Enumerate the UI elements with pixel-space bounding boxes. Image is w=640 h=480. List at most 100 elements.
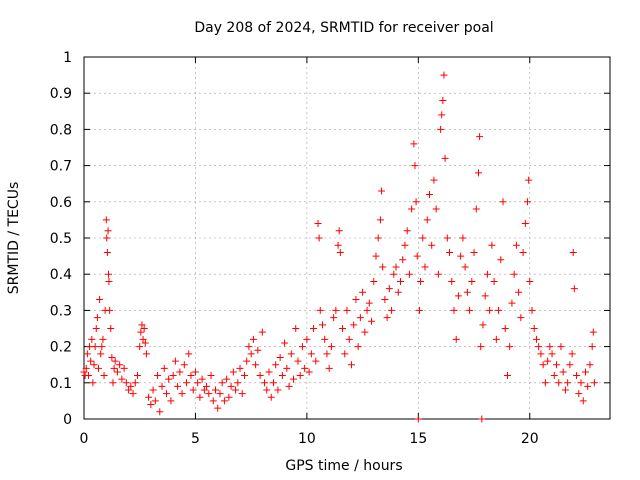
data-point [332,306,340,314]
data-point [401,241,409,249]
data-point [103,248,111,256]
data-point [345,335,353,343]
data-point [539,361,547,369]
data-point [287,350,295,358]
data-point [216,390,224,398]
data-point [434,270,442,278]
data-point [80,368,88,376]
data-point [290,375,298,383]
data-point [129,390,137,398]
x-tick-label: 0 [80,431,89,447]
data-point [581,368,589,376]
data-point [383,314,391,322]
data-point [272,361,280,369]
data-point [450,306,458,314]
y-tick-label: 0.9 [50,86,72,102]
data-point [104,227,112,235]
data-point [234,379,242,387]
y-tick-label: 0.7 [50,159,72,175]
data-point [176,368,184,376]
data-point [263,386,271,394]
data-point [238,390,246,398]
data-point [183,379,191,387]
data-point [285,382,293,390]
data-point [105,270,113,278]
data-point [258,328,266,336]
data-point [457,252,465,260]
grid [84,57,610,419]
data-point [281,339,289,347]
data-point [160,364,168,372]
y-tick-label: 0.8 [50,122,72,138]
data-point [586,361,594,369]
data-point [584,382,592,390]
data-point [466,306,474,314]
data-point [463,288,471,296]
data-point [165,375,173,383]
data-point [425,191,433,199]
data-point [589,328,597,336]
data-point [385,285,393,293]
data-point [102,216,110,224]
y-tick-label: 0.1 [50,376,72,392]
data-point [499,198,507,206]
data-point [323,350,331,358]
data-point [315,234,323,242]
data-point [249,335,257,343]
data-point [470,248,478,256]
data-point [194,379,202,387]
data-point [137,328,145,336]
data-point [419,234,427,242]
data-point [390,270,398,278]
data-point [408,205,416,213]
data-point [125,386,133,394]
data-point [570,285,578,293]
data-point [120,364,128,372]
data-point [98,343,106,351]
x-axis-label: GPS time / hours [285,458,402,474]
data-point [564,379,572,387]
data-point [579,397,587,405]
data-point [508,299,516,307]
data-point [356,314,364,322]
data-point [167,397,175,405]
data-point [590,379,598,387]
y-tick-label: 0.2 [50,340,72,356]
data-point [343,306,351,314]
y-tick-label: 0.6 [50,195,72,211]
data-point [374,234,382,242]
data-point [446,248,454,256]
data-point [131,379,139,387]
y-tick-label: 0.5 [50,231,72,247]
data-point [127,382,135,390]
data-point [399,256,407,264]
data-point [439,96,447,104]
data-point [566,361,574,369]
data-point [261,379,269,387]
data-point [421,263,429,271]
data-point [209,397,217,405]
data-point [269,379,277,387]
y-tick-label: 1 [63,50,72,66]
data-point [438,111,446,119]
data-point [368,317,376,325]
data-point [350,321,358,329]
data-point [437,125,445,133]
data-point [352,296,360,304]
data-point [103,234,111,242]
data-point [336,248,344,256]
data-point [588,343,596,351]
data-point [180,361,188,369]
data-point [492,335,500,343]
data-point [97,350,105,358]
data-point [91,343,99,351]
data-point [294,357,302,365]
data-point [158,382,166,390]
data-point [94,364,102,372]
data-point [432,205,440,213]
data-point [410,140,418,148]
x-tick-label: 15 [409,431,427,447]
data-point [276,353,284,361]
data-point [335,227,343,235]
data-point [569,248,577,256]
